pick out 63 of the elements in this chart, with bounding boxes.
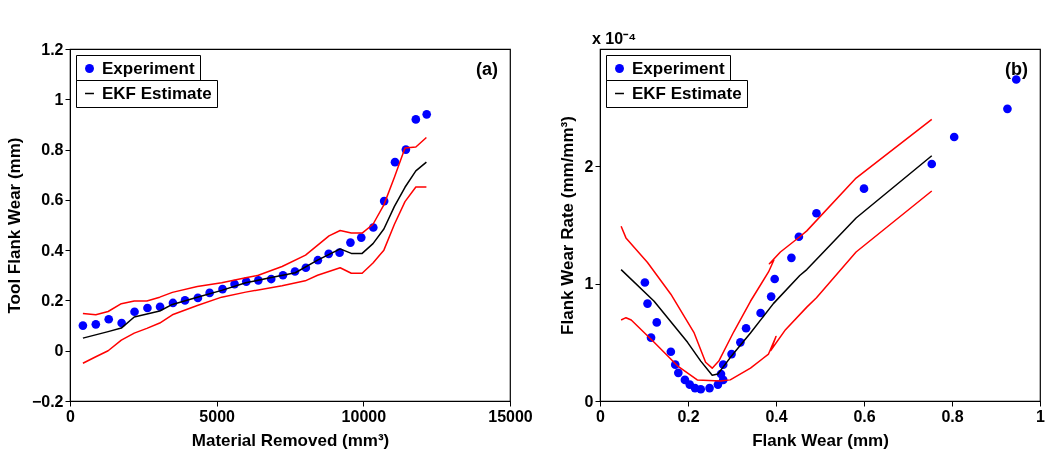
point [927,159,937,169]
point [766,292,776,301]
y-tick-label: 1.2 [41,40,64,58]
annotation: (a) [476,59,498,79]
line-series [82,136,428,316]
x-tick-label: 0 [66,407,76,425]
annotation: (b) [1005,59,1028,79]
x-tick-label: 15000 [488,407,533,425]
point [643,299,652,308]
point [741,323,751,333]
y-axis-title: Flank Wear Rate (mm/mm³) [557,116,577,335]
point [949,132,959,142]
point [756,308,765,318]
x-tick-label: 0.6 [853,407,876,425]
text: x 10⁻⁴ [592,30,637,47]
point [859,184,869,193]
y-tick-label: −0.2 [31,392,64,410]
x-axis-title: Material Removed (mm³) [191,430,390,450]
x-tick-label: 0.4 [765,407,788,425]
y-tick-label: 0 [54,342,64,360]
legend-label: EKF Estimate [632,83,742,103]
point [673,368,683,378]
x-tick-label: 1 [1036,407,1046,425]
line-series [82,161,428,339]
x-tick-label: 10000 [341,407,387,425]
point [812,208,821,218]
point [640,278,650,287]
point [770,274,780,284]
y-tick-label: 1 [584,275,594,293]
point [696,384,706,394]
y-axis-title: Tool Flank Wear (mm) [4,137,24,314]
y-tick-label: 0.2 [41,291,64,309]
legend-label: Experiment [102,58,195,78]
x-tick-label: 0.8 [941,407,964,425]
point [346,238,355,247]
point [104,314,114,324]
point [143,303,152,313]
line-series [620,118,933,369]
point [356,233,366,242]
point [91,319,101,329]
point [411,115,421,124]
line-series [82,186,428,365]
y-tick-label: 2 [584,157,594,175]
legend-label: Experiment [632,58,725,78]
point [78,321,88,330]
point [787,253,796,263]
point [390,157,400,167]
point [705,383,714,393]
x-tick-label: 0 [596,407,606,425]
x-tick-label: 0.2 [677,407,700,425]
point [1003,104,1012,114]
legend-label: EKF Estimate [102,83,212,103]
y-tick-label: 0.8 [41,141,64,159]
y-tick-label: 0.6 [41,191,64,209]
y-tick-label: 0.4 [41,241,64,259]
x-tick-label: 5000 [199,407,236,425]
x-axis-title: Flank Wear (mm) [752,430,889,450]
point [130,307,139,317]
point [422,110,432,119]
y-tick-label: 0 [584,392,594,410]
point [652,318,662,327]
point [666,347,676,357]
y-tick-label: 1 [54,90,64,108]
